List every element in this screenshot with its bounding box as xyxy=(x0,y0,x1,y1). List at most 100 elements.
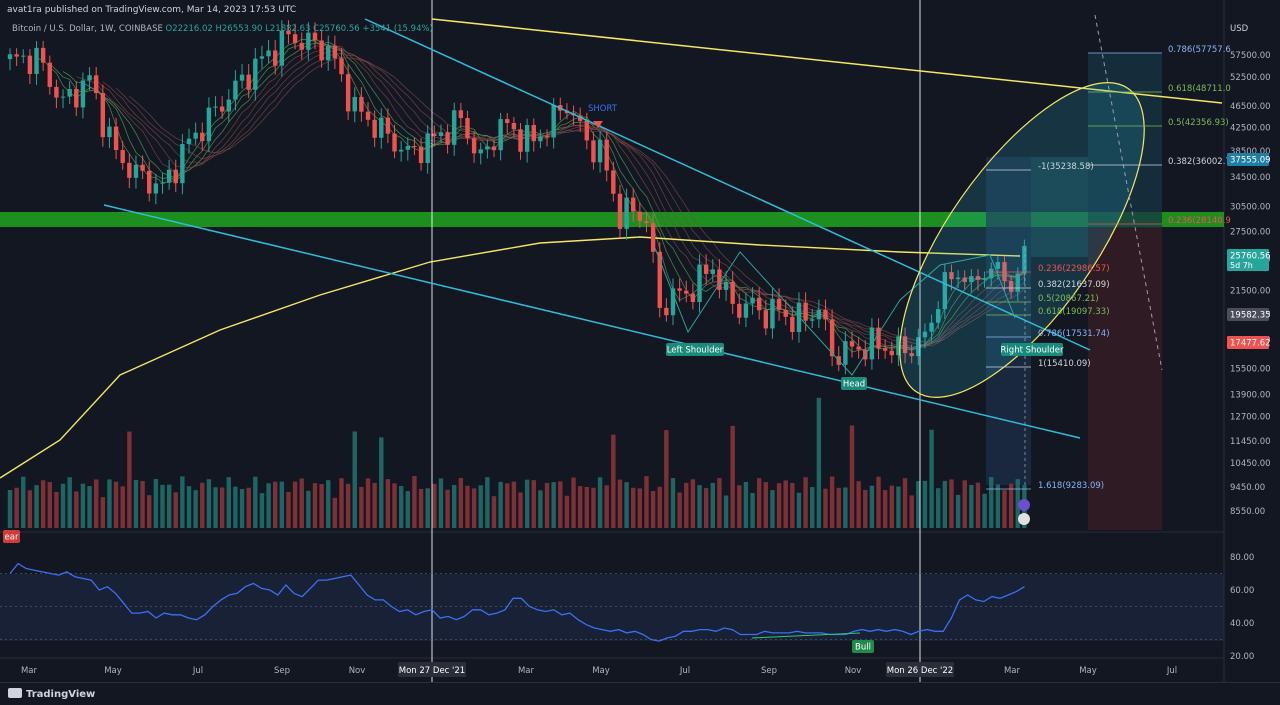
volume-bar xyxy=(226,477,231,528)
volume-bar xyxy=(564,495,570,528)
candle-body xyxy=(810,319,815,321)
volume-bar xyxy=(485,477,490,528)
price-tick-label: 34500.00 xyxy=(1230,173,1271,183)
candle-body xyxy=(166,169,172,183)
volume-bar xyxy=(810,487,815,528)
price-badge-value: 17477.62 xyxy=(1230,339,1271,349)
fib-lower-label: 0.5(20867.21) xyxy=(1038,294,1099,304)
candle-body xyxy=(949,272,954,280)
price-tick-label: 15500.00 xyxy=(1230,365,1271,375)
rsi-tick-label: 40.00 xyxy=(1230,619,1254,629)
time-tick-label: Mar xyxy=(1004,666,1021,676)
candle-body xyxy=(259,56,265,59)
price-badge xyxy=(1227,308,1269,321)
volume-bar xyxy=(14,487,19,528)
price-tick-label: 13900.00 xyxy=(1230,391,1271,401)
candle-body xyxy=(664,307,669,316)
volume-bar xyxy=(631,487,636,528)
candle-body xyxy=(783,309,788,317)
bear-label: ear xyxy=(5,533,19,543)
volume-bar xyxy=(193,490,198,528)
volume-bar xyxy=(922,480,928,528)
left-shoulder-label: Left Shoulder xyxy=(667,346,724,356)
volume-bar xyxy=(836,487,841,528)
candle-body xyxy=(909,353,914,357)
volume-bar xyxy=(531,480,536,528)
candle-body xyxy=(398,149,404,152)
candle-body xyxy=(902,336,908,354)
candle-body xyxy=(452,110,457,145)
volume-bar xyxy=(100,497,106,528)
candle-body xyxy=(717,269,722,290)
candle-body xyxy=(14,54,19,57)
volume-bar xyxy=(604,485,609,528)
green-resistance-zone xyxy=(0,212,1224,227)
candle-body xyxy=(790,316,795,333)
candle-body xyxy=(147,170,152,194)
volume-bars xyxy=(7,397,1027,528)
volume-bar xyxy=(206,479,212,528)
candle-body xyxy=(876,327,881,349)
symbol-name: Bitcoin / U.S. Dollar, 1W, COINBASE xyxy=(12,24,163,34)
candle-body xyxy=(319,40,324,61)
candle-body xyxy=(266,50,271,57)
volume-bar xyxy=(120,486,125,528)
bull-label-tag xyxy=(852,640,874,653)
volume-bar xyxy=(876,476,881,528)
candle-body xyxy=(67,88,72,97)
candle-body xyxy=(312,32,318,41)
volume-bar xyxy=(80,483,86,528)
price-badge-value: 37555.09 xyxy=(1230,156,1271,166)
candle-body xyxy=(518,129,523,152)
candle-body xyxy=(617,193,623,229)
candle-body xyxy=(849,341,855,347)
fib-upper-label: 0.786(57757.6 xyxy=(1168,45,1231,55)
volume-bar xyxy=(60,483,66,528)
ma-ribbon xyxy=(129,56,1025,343)
candle-body xyxy=(93,75,99,94)
fib-lower-label: 1(15410.09) xyxy=(1038,359,1091,369)
volume-bar xyxy=(339,478,344,528)
price-tick-label: 57500.00 xyxy=(1230,51,1271,61)
time-tick-label: Jul xyxy=(679,666,690,676)
volume-bar xyxy=(982,493,987,528)
time-marker-label: Mon 27 Dec '21 xyxy=(399,666,465,676)
candle-body xyxy=(425,133,430,164)
time-tick-label: May xyxy=(1079,666,1097,676)
candle-body xyxy=(292,34,298,43)
volume-bar xyxy=(577,486,583,528)
volume-bar xyxy=(664,430,669,528)
time-tick-label: Nov xyxy=(349,666,366,676)
right-shoulder-label: Right Shoulder xyxy=(1001,346,1064,356)
volume-bar xyxy=(54,491,59,528)
volume-bar xyxy=(790,482,795,528)
candle-body xyxy=(816,309,822,320)
time-tick-label: Sep xyxy=(761,666,777,676)
volume-bar xyxy=(849,425,855,528)
volume-bar xyxy=(723,495,729,528)
volume-bar xyxy=(478,485,483,528)
tradingview-logo[interactable]: TradingView xyxy=(8,688,95,700)
fib-upper-label: 0.5(42356.93) xyxy=(1168,118,1229,128)
volume-bar xyxy=(650,491,656,528)
candle-body xyxy=(100,93,106,138)
volume-bar xyxy=(425,488,430,528)
candle-body xyxy=(989,268,994,279)
volume-bar xyxy=(359,487,364,528)
symbol-legend[interactable]: Bitcoin / U.S. Dollar, 1W, COINBASE O222… xyxy=(12,24,433,34)
candle-body xyxy=(107,126,112,138)
volume-bar xyxy=(113,481,119,528)
volume-bar xyxy=(942,480,948,528)
volume-bar xyxy=(140,481,145,528)
candle-body xyxy=(531,125,536,142)
price-tick-label: 27500.00 xyxy=(1230,227,1271,237)
candle-body xyxy=(524,125,530,152)
ma-ribbon xyxy=(62,41,1025,350)
candle-body xyxy=(74,88,79,108)
trend-lines xyxy=(103,0,1223,682)
volume-bar xyxy=(936,488,941,528)
volume-bar xyxy=(432,483,437,528)
volume-bar xyxy=(677,492,682,528)
volume-bar xyxy=(929,429,934,528)
